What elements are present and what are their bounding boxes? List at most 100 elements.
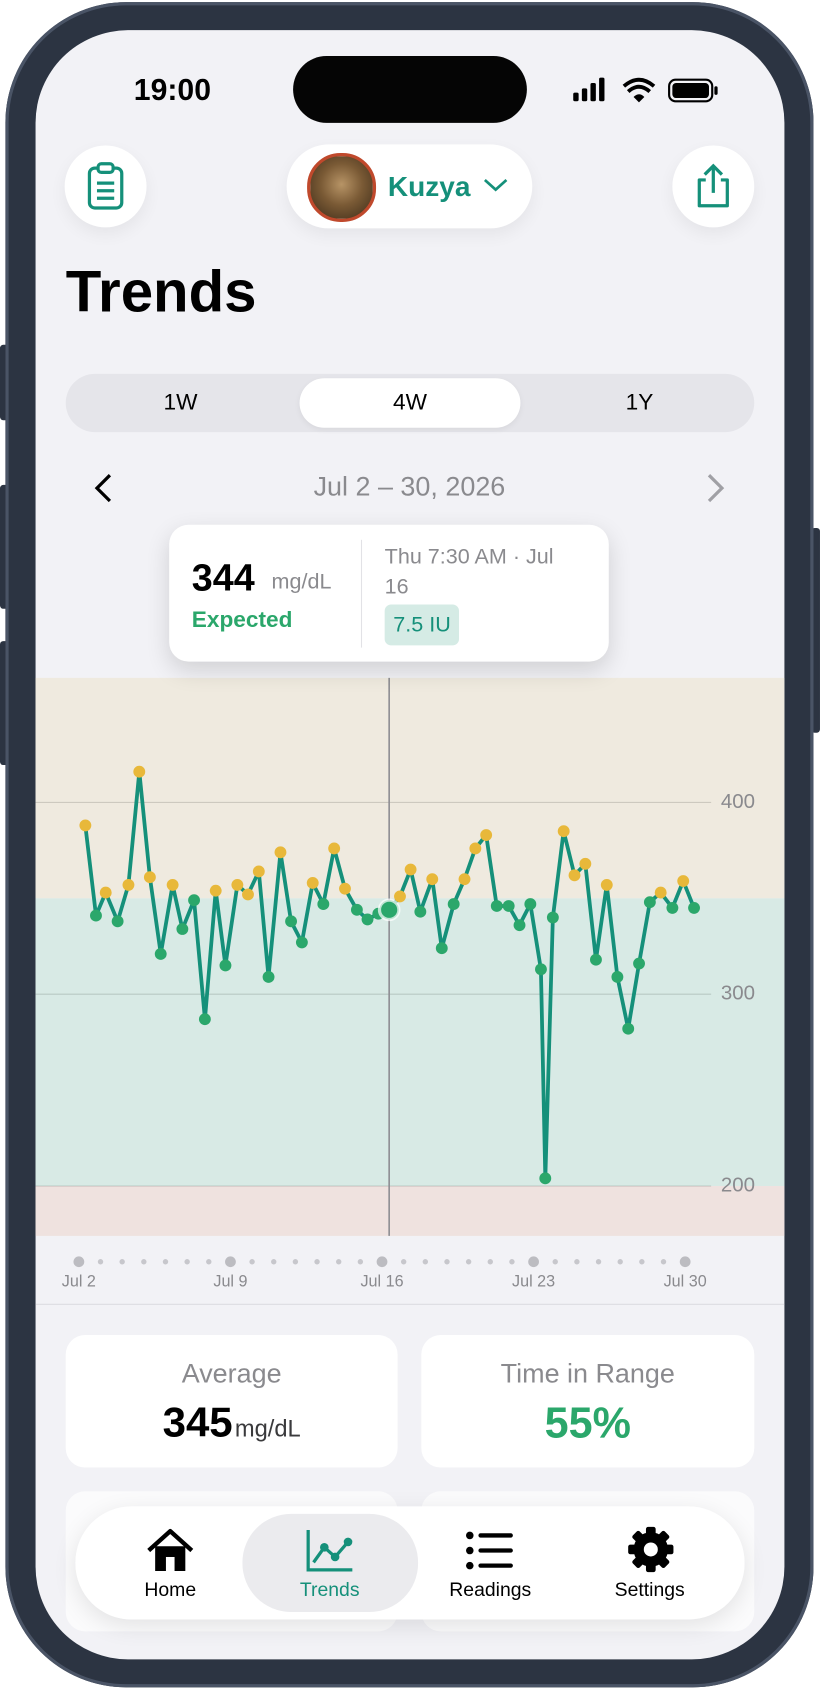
chart: 200 300 400 Jul 2 Jul 9 Jul 16 Jul 23 Jul 30 bbox=[35, 677, 785, 1290]
point bbox=[622, 1022, 635, 1035]
side-button bbox=[811, 527, 820, 733]
x-tick bbox=[679, 1256, 691, 1268]
status-icons bbox=[573, 77, 718, 103]
point bbox=[252, 865, 265, 878]
segment[interactable]: 1Y bbox=[625, 390, 654, 415]
x-minor-dot bbox=[660, 1259, 667, 1265]
trends-icon bbox=[306, 1530, 353, 1572]
point bbox=[176, 923, 189, 935]
selected-point bbox=[377, 898, 401, 922]
point bbox=[513, 919, 526, 932]
point bbox=[435, 942, 448, 955]
side-button bbox=[0, 641, 9, 766]
x-minor-dot bbox=[336, 1259, 342, 1265]
clipboard-icon bbox=[87, 162, 124, 210]
separator bbox=[35, 1303, 785, 1305]
point bbox=[557, 825, 570, 838]
point bbox=[568, 869, 581, 882]
point bbox=[404, 863, 417, 876]
settings-icon bbox=[628, 1526, 674, 1573]
x-minor-dot bbox=[639, 1259, 645, 1265]
point bbox=[166, 878, 179, 891]
range-band bbox=[35, 898, 785, 1187]
x-minor-dot bbox=[465, 1259, 472, 1265]
x-tick-label: Jul 30 bbox=[664, 1272, 707, 1290]
stat-label: Time in Range bbox=[500, 1358, 675, 1389]
point bbox=[122, 878, 135, 891]
tab-highlight bbox=[242, 1513, 419, 1612]
point bbox=[654, 886, 667, 899]
segment[interactable]: 4W bbox=[299, 378, 521, 428]
point bbox=[350, 903, 363, 916]
x-minor-dot bbox=[617, 1259, 623, 1265]
x-minor-dot bbox=[206, 1259, 212, 1265]
stat-value-row: 345mg/dL bbox=[66, 1400, 398, 1447]
x-tick-label: Jul 9 bbox=[213, 1272, 247, 1290]
range-band bbox=[35, 677, 785, 899]
avatar bbox=[307, 153, 377, 222]
x-tick bbox=[73, 1256, 85, 1268]
point bbox=[590, 953, 602, 966]
point bbox=[426, 873, 439, 886]
x-minor-dot bbox=[162, 1259, 169, 1265]
point bbox=[524, 898, 537, 911]
point bbox=[643, 896, 656, 909]
point bbox=[306, 877, 319, 889]
point bbox=[339, 882, 351, 895]
tooltip-unit: mg/dL bbox=[271, 569, 332, 594]
side-button bbox=[0, 484, 9, 609]
tab-label[interactable]: Readings bbox=[449, 1578, 532, 1601]
tab-label[interactable]: Settings bbox=[614, 1578, 685, 1601]
stat-unit: mg/dL bbox=[234, 1414, 301, 1442]
point bbox=[546, 911, 559, 924]
page-title: Trends bbox=[65, 259, 257, 325]
point bbox=[143, 871, 156, 884]
point bbox=[458, 873, 471, 886]
x-minor-dot bbox=[595, 1259, 602, 1265]
y-tick-label: 300 bbox=[721, 982, 755, 1005]
notes-button[interactable] bbox=[64, 145, 147, 228]
stat-card: Average 345mg/dL bbox=[65, 1335, 398, 1468]
tab-label[interactable]: Home bbox=[144, 1578, 197, 1601]
x-minor-dot bbox=[487, 1259, 493, 1265]
point bbox=[361, 913, 374, 926]
stat-card: Time in Range 55% bbox=[421, 1335, 755, 1468]
point bbox=[600, 878, 613, 891]
side-button bbox=[0, 344, 9, 421]
dynamic-island bbox=[293, 56, 527, 123]
prev-button[interactable] bbox=[91, 472, 117, 504]
range-band bbox=[35, 1186, 785, 1236]
point bbox=[502, 900, 515, 912]
tooltip-time: Thu 7:30 AM · Jul 16 bbox=[384, 545, 554, 600]
tooltip-label: Expected bbox=[191, 607, 293, 633]
point bbox=[633, 957, 645, 970]
x-minor-dot bbox=[509, 1259, 515, 1265]
y-tick-label: 200 bbox=[721, 1173, 755, 1196]
point bbox=[188, 894, 200, 907]
point bbox=[111, 915, 124, 928]
point bbox=[274, 846, 287, 859]
x-minor-dot bbox=[271, 1259, 277, 1265]
home-icon bbox=[147, 1528, 194, 1571]
chevron-down bbox=[483, 178, 508, 192]
stat-value: 345 bbox=[162, 1399, 233, 1447]
segment[interactable]: 1W bbox=[163, 390, 198, 415]
profile-name: Kuzya bbox=[387, 170, 471, 203]
profile-selector[interactable]: Kuzya bbox=[286, 144, 533, 229]
x-minor-dot bbox=[119, 1259, 125, 1265]
stat-value: 55% bbox=[544, 1399, 631, 1448]
point bbox=[317, 898, 330, 911]
point bbox=[677, 875, 690, 887]
point bbox=[539, 1172, 552, 1185]
status-time: 19:00 bbox=[133, 73, 211, 107]
share-button[interactable] bbox=[672, 145, 755, 228]
next-button[interactable] bbox=[703, 472, 729, 504]
y-tick-label: 400 bbox=[721, 790, 755, 813]
x-minor-dot bbox=[97, 1259, 104, 1265]
x-minor-dot bbox=[314, 1259, 320, 1265]
tab-label[interactable]: Trends bbox=[299, 1578, 360, 1601]
x-minor-dot bbox=[249, 1259, 255, 1265]
x-tick-label: Jul 23 bbox=[512, 1272, 555, 1290]
point bbox=[328, 842, 341, 855]
